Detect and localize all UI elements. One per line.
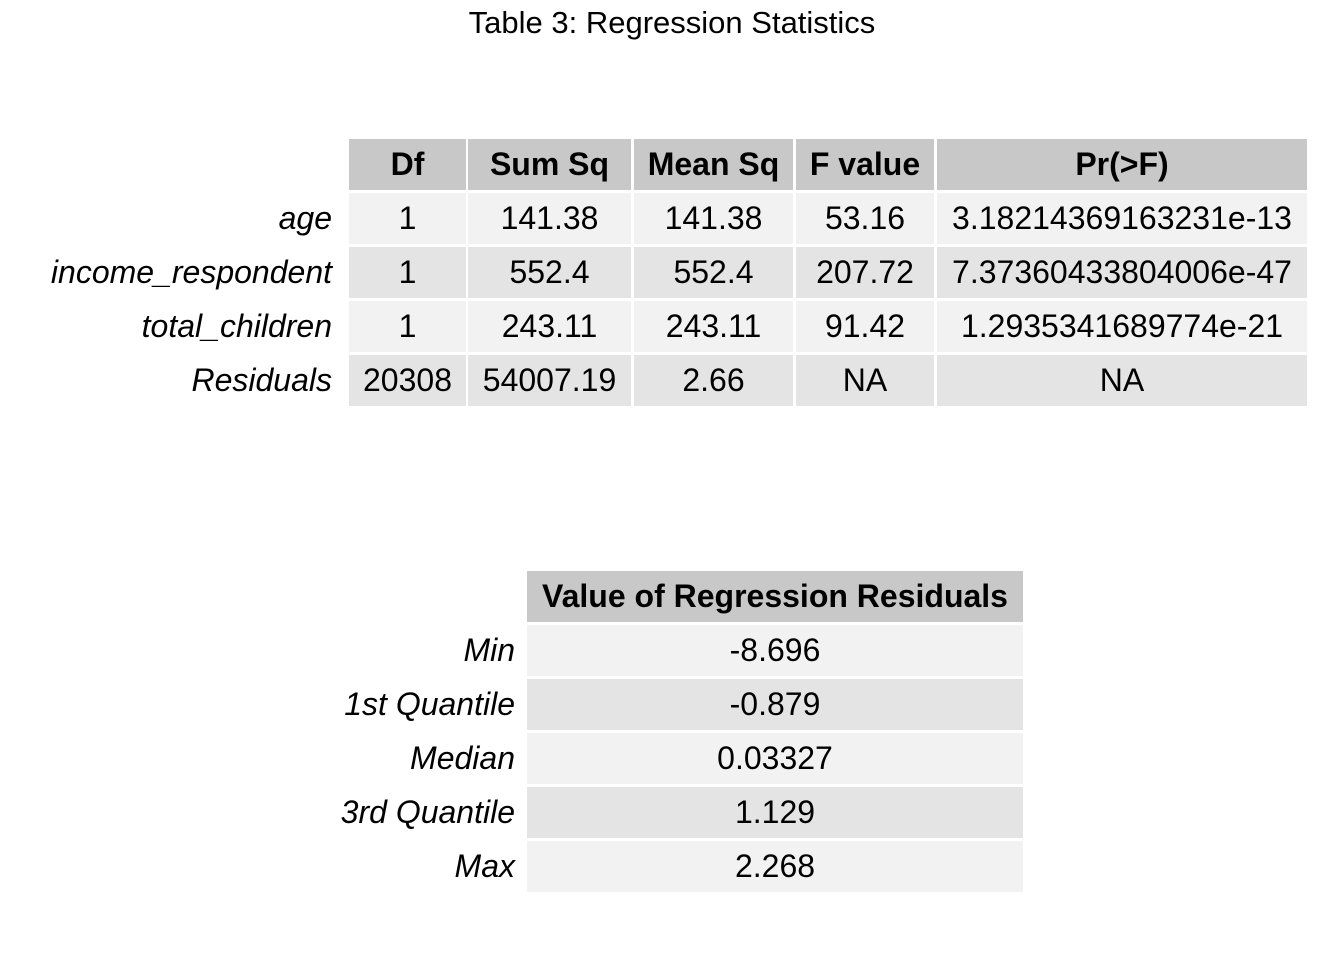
row-label: Median xyxy=(410,740,515,776)
row-label: Max xyxy=(454,848,515,884)
table-cell: 3.18214369163231e-13 xyxy=(937,193,1307,244)
table-cell: 20308 xyxy=(349,355,466,406)
table-cell: 91.42 xyxy=(796,301,934,352)
table-cell: 141.38 xyxy=(468,193,631,244)
table-title: Table 3: Regression Statistics xyxy=(468,5,876,40)
table-cell: 552.4 xyxy=(634,247,793,298)
table-cell: 207.72 xyxy=(796,247,934,298)
column-header: Value of Regression Residuals xyxy=(527,571,1023,622)
table-cell: 54007.19 xyxy=(468,355,631,406)
row-label: 3rd Quantile xyxy=(340,794,515,830)
table-cell: NA xyxy=(796,355,934,406)
row-label: total_children xyxy=(141,308,332,344)
row-label: income_respondent xyxy=(50,254,332,290)
column-header: F value xyxy=(796,139,934,190)
table-cell: 1.129 xyxy=(527,787,1023,838)
table-cell: 243.11 xyxy=(634,301,793,352)
table-cell: 1 xyxy=(349,247,466,298)
table-cell: 1.2935341689774e-21 xyxy=(937,301,1307,352)
table-cell: 243.11 xyxy=(468,301,631,352)
row-label: 1st Quantile xyxy=(344,686,515,722)
table-cell: -0.879 xyxy=(527,679,1023,730)
column-header: Mean Sq xyxy=(634,139,793,190)
table-cell: 0.03327 xyxy=(527,733,1023,784)
row-label: Min xyxy=(463,632,515,668)
column-header: Sum Sq xyxy=(468,139,631,190)
table-cell: 7.37360433804006e-47 xyxy=(937,247,1307,298)
table-cell: 2.66 xyxy=(634,355,793,406)
table-cell: 141.38 xyxy=(634,193,793,244)
row-label: Residuals xyxy=(191,362,332,398)
table-cell: 1 xyxy=(349,193,466,244)
table-cell: NA xyxy=(937,355,1307,406)
table-cell: 53.16 xyxy=(796,193,934,244)
row-label: age xyxy=(278,200,332,236)
table-cell: -8.696 xyxy=(527,625,1023,676)
table-cell: 552.4 xyxy=(468,247,631,298)
table-cell: 2.268 xyxy=(527,841,1023,892)
column-header: Df xyxy=(349,139,466,190)
table-cell: 1 xyxy=(349,301,466,352)
column-header: Pr(>F) xyxy=(937,139,1307,190)
